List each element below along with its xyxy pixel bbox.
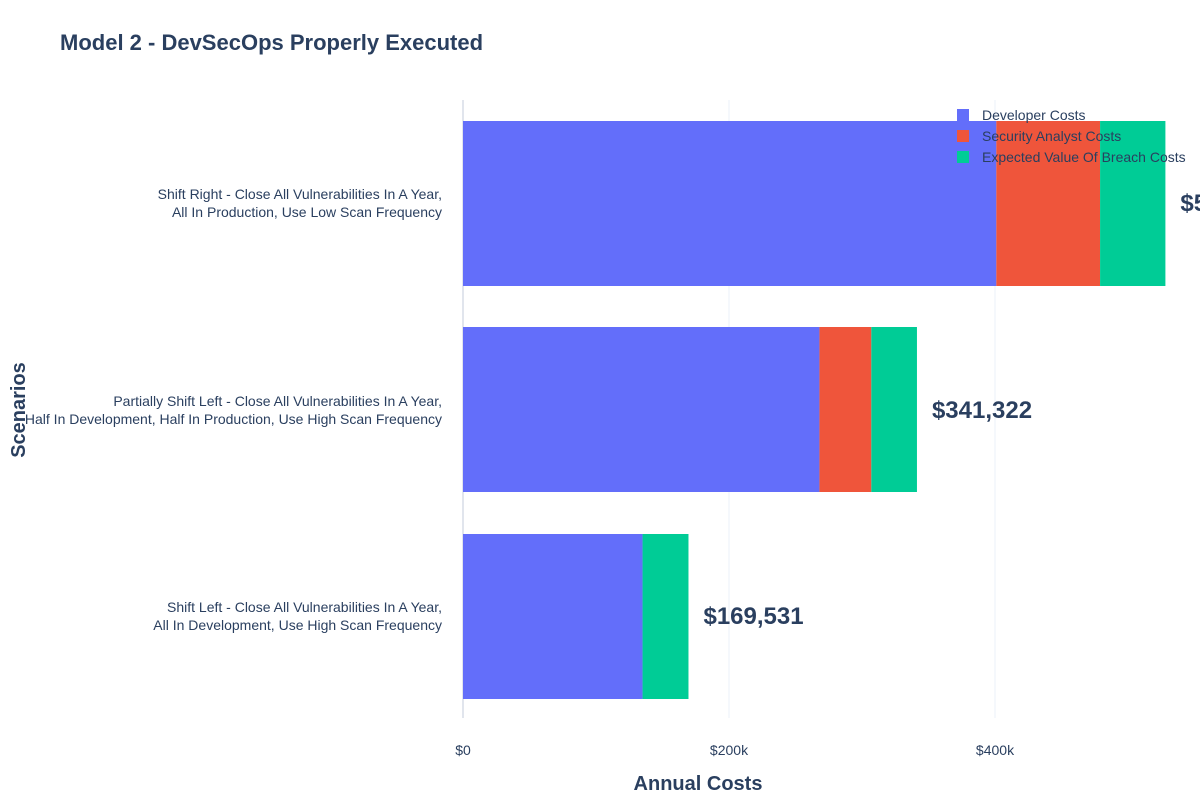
bar-segment (463, 121, 997, 286)
legend-swatch (957, 151, 969, 163)
legend-label: Expected Value Of Breach Costs (982, 149, 1186, 165)
category-label-line: All In Production, Use Low Scan Frequenc… (172, 204, 442, 220)
category-label: Partially Shift Left - Close All Vulnera… (25, 393, 442, 427)
category-label-line: All In Development, Use High Scan Freque… (153, 617, 442, 633)
category-label: Shift Left - Close All Vulnerabilities I… (153, 599, 442, 633)
x-tick-label: $0 (455, 742, 471, 758)
total-label: $169,531 (703, 603, 803, 630)
x-axis-title: Annual Costs (634, 773, 763, 795)
bar-segment (463, 327, 820, 492)
bar-segment (642, 534, 689, 699)
bar-segment (996, 121, 1101, 286)
total-label: $341,322 (932, 397, 1032, 424)
category-label-line: Half In Development, Half In Production,… (25, 411, 442, 427)
chart-title: Model 2 - DevSecOps Properly Executed (60, 30, 483, 55)
category-label-line: Partially Shift Left - Close All Vulnera… (113, 393, 442, 409)
x-tick-label: $200k (710, 742, 749, 758)
bar-segment (463, 534, 643, 699)
y-axis-title: Scenarios (8, 362, 30, 458)
legend-label: Developer Costs (982, 107, 1086, 123)
legend-swatch (957, 109, 969, 121)
x-tick-label: $400k (976, 742, 1015, 758)
bar-segment (819, 327, 872, 492)
total-label: $528,120 (1180, 190, 1200, 217)
bar-segment (871, 327, 917, 492)
category-label-line: Shift Right - Close All Vulnerabilities … (158, 186, 442, 202)
bar-segment (1100, 121, 1166, 286)
category-label-line: Shift Left - Close All Vulnerabilities I… (167, 599, 442, 615)
category-label: Shift Right - Close All Vulnerabilities … (158, 186, 442, 220)
legend-label: Security Analyst Costs (982, 128, 1121, 144)
legend-swatch (957, 130, 969, 142)
